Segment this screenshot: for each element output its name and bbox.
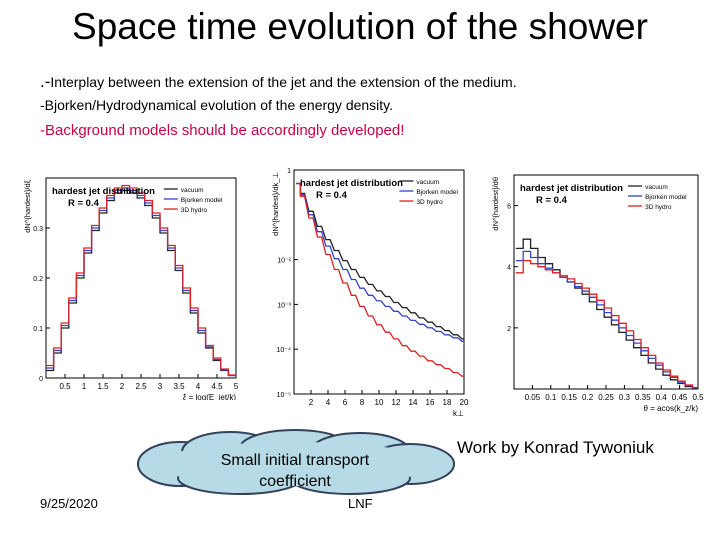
slide-title: Space time evolution of the shower — [72, 6, 648, 47]
x-tick-label: 0.3 — [619, 393, 631, 402]
series-line-3d-hydro — [515, 259, 698, 389]
x-axis-label: k⊥ — [453, 409, 464, 418]
bullet-text: -Bjorken/Hydrodynamical evolution of the… — [40, 97, 394, 113]
x-tick-label: 10 — [375, 398, 384, 407]
x-tick-label: 2 — [120, 382, 125, 391]
callout-line-2: coefficient — [259, 473, 331, 490]
y-axis-label: dN^{hardest}/dk_⊥ — [271, 172, 280, 236]
bullet-bjorken: -Bjorken/Hydrodynamical evolution of the… — [40, 97, 393, 113]
y-tick-label: 10⁻⁴ — [277, 347, 292, 354]
bullet-text: Interplay between the extension of the j… — [50, 74, 517, 90]
y-tick-label: 4 — [507, 265, 511, 272]
bullet-text: -Background models should be accordingly… — [40, 122, 405, 139]
x-tick-label: 0.1 — [545, 393, 557, 402]
chart-subtitle: R = 0.4 — [316, 190, 348, 201]
x-tick-label: 8 — [360, 398, 365, 407]
y-tick-label: 6 — [507, 204, 511, 211]
x-tick-label: 0.05 — [525, 393, 541, 402]
plot-area: 0.5 1 1.5 2 2.5 3 3.5 4 4.5 5 0 0.1 0.2 0.3 hardest je… — [23, 177, 239, 402]
y-tick-label: 10⁻⁵ — [277, 392, 291, 399]
y-tick-label: 1 — [287, 168, 291, 175]
x-tick-label: 0.5 — [59, 382, 71, 391]
y-tick-label: 0 — [39, 376, 43, 383]
footer-date: 9/25/2020 — [40, 496, 98, 511]
x-tick-label: 18 — [443, 398, 452, 407]
x-tick-label: 0.4 — [656, 393, 668, 402]
chart-xi-distribution: 0.5 1 1.5 2 2.5 3 3.5 4 4.5 5 0 0.1 0.2 0.3 hardest je… — [20, 158, 245, 402]
legend-label: vacuum — [645, 184, 668, 191]
chart-title: hardest jet distribution — [52, 186, 155, 197]
legend-label: vacuum — [181, 187, 204, 194]
x-tick-label: 20 — [460, 398, 469, 407]
y-tick-label: 0.2 — [33, 276, 43, 283]
x-tick-label: 4 — [196, 382, 201, 391]
y-tick-label: 0.1 — [33, 326, 43, 333]
x-tick-label: 12 — [392, 398, 401, 407]
legend-label: 3D hydro — [416, 199, 443, 206]
x-tick-label: 14 — [409, 398, 418, 407]
x-tick-label: 4.5 — [211, 382, 223, 391]
x-tick-label: 0.15 — [561, 393, 577, 402]
x-tick-label: 2 — [309, 398, 314, 407]
callout-line-1: Small initial transport — [220, 452, 370, 469]
series-line-bjorken-model — [296, 182, 464, 342]
x-tick-label: 0.5 — [692, 393, 704, 402]
y-tick-label: 2 — [507, 326, 511, 333]
plot-area: 2 4 6 8 10 12 14 16 18 20 1 10⁻² 10⁻³ 10⁻⁴ 10⁻⁵ hardest… — [271, 168, 469, 418]
series-line-bjorken-model — [46, 187, 236, 377]
x-axis-label: ξ = log(E_jet/k) — [183, 393, 236, 400]
series-line-vacuum — [46, 189, 236, 377]
legend-label: vacuum — [416, 179, 439, 186]
x-tick-label: 5 — [234, 382, 239, 391]
credit-text: Work by Konrad Tywoniuk — [457, 438, 654, 457]
x-tick-label: 3 — [158, 382, 163, 391]
chart-subtitle: R = 0.4 — [536, 195, 568, 206]
legend-label: Bjorken model — [416, 189, 458, 196]
bullet-interplay: .-Interplay between the extension of the… — [40, 72, 517, 92]
x-tick-label: 1.5 — [97, 382, 109, 391]
chart-title: hardest jet distribution — [520, 183, 623, 194]
x-axis-label: θ = acos(k_z/k) — [644, 404, 699, 413]
y-tick-label: 10⁻³ — [277, 302, 291, 309]
plot-frame — [513, 174, 699, 390]
y-axis-label: dN^{hardest}/dθ — [491, 177, 500, 231]
y-tick-label: 0.3 — [33, 226, 43, 233]
legend-label: Bjorken model — [181, 197, 223, 204]
cloud-shape — [137, 429, 455, 495]
x-tick-label: 3.5 — [173, 382, 185, 391]
series-line-vacuum — [296, 182, 464, 340]
y-axis-label: dN^{hardest}/dξ — [23, 179, 32, 232]
bullet-background-models: -Background models should be accordingly… — [40, 122, 404, 139]
series-line-3d-hydro — [46, 184, 236, 376]
series-line-3d-hydro — [296, 182, 464, 377]
kt-distribution-plot: 2 4 6 8 10 12 14 16 18 20 1 10⁻² 10⁻³ 10⁻⁴ 10⁻⁵ hardest… — [271, 168, 469, 418]
series-line-bjorken-model — [515, 250, 698, 389]
x-tick-label: 2.5 — [135, 382, 147, 391]
x-tick-label: 0.45 — [672, 393, 688, 402]
x-tick-label: 16 — [426, 398, 435, 407]
x-tick-label: 6 — [343, 398, 348, 407]
xi-distribution-plot: 0.5 1 1.5 2 2.5 3 3.5 4 4.5 5 0 0.1 0.2 0.3 hardest je… — [23, 177, 239, 402]
chart-subtitle: R = 0.4 — [68, 198, 100, 209]
x-tick-label: 0.25 — [598, 393, 614, 402]
y-tick-label: 10⁻² — [277, 258, 291, 265]
bullet-lead: .- — [40, 72, 51, 91]
callout-text: Small initial transport coefficient — [185, 450, 405, 492]
chart-theta-distribution: 0.05 0.1 0.15 0.2 0.25 0.3 0.35 0.4 0.45 0.5 2 4 6 ha… — [484, 163, 706, 415]
plot-frame — [293, 169, 465, 395]
legend-label: Bjorken model — [645, 194, 687, 201]
legend-label: 3D hydro — [645, 204, 672, 211]
plot-area: 0.05 0.1 0.15 0.2 0.25 0.3 0.35 0.4 0.45 0.5 2 4 6 ha… — [491, 174, 704, 413]
theta-distribution-plot: 0.05 0.1 0.15 0.2 0.25 0.3 0.35 0.4 0.45 0.5 2 4 6 ha… — [491, 174, 704, 413]
footer-lnf: LNF — [348, 496, 373, 511]
chart-title: hardest jet distribution — [300, 178, 403, 189]
callout-cloud — [137, 429, 455, 495]
legend-label: 3D hydro — [181, 207, 208, 214]
x-tick-label: 4 — [326, 398, 331, 407]
x-tick-label: 1 — [82, 382, 87, 391]
x-tick-label: 0.2 — [582, 393, 594, 402]
chart-kt-distribution: 2 4 6 8 10 12 14 16 18 20 1 10⁻² 10⁻³ 10⁻⁴ 10⁻⁵ hardest… — [258, 158, 470, 420]
x-tick-label: 0.35 — [635, 393, 651, 402]
series-line-vacuum — [515, 238, 698, 389]
